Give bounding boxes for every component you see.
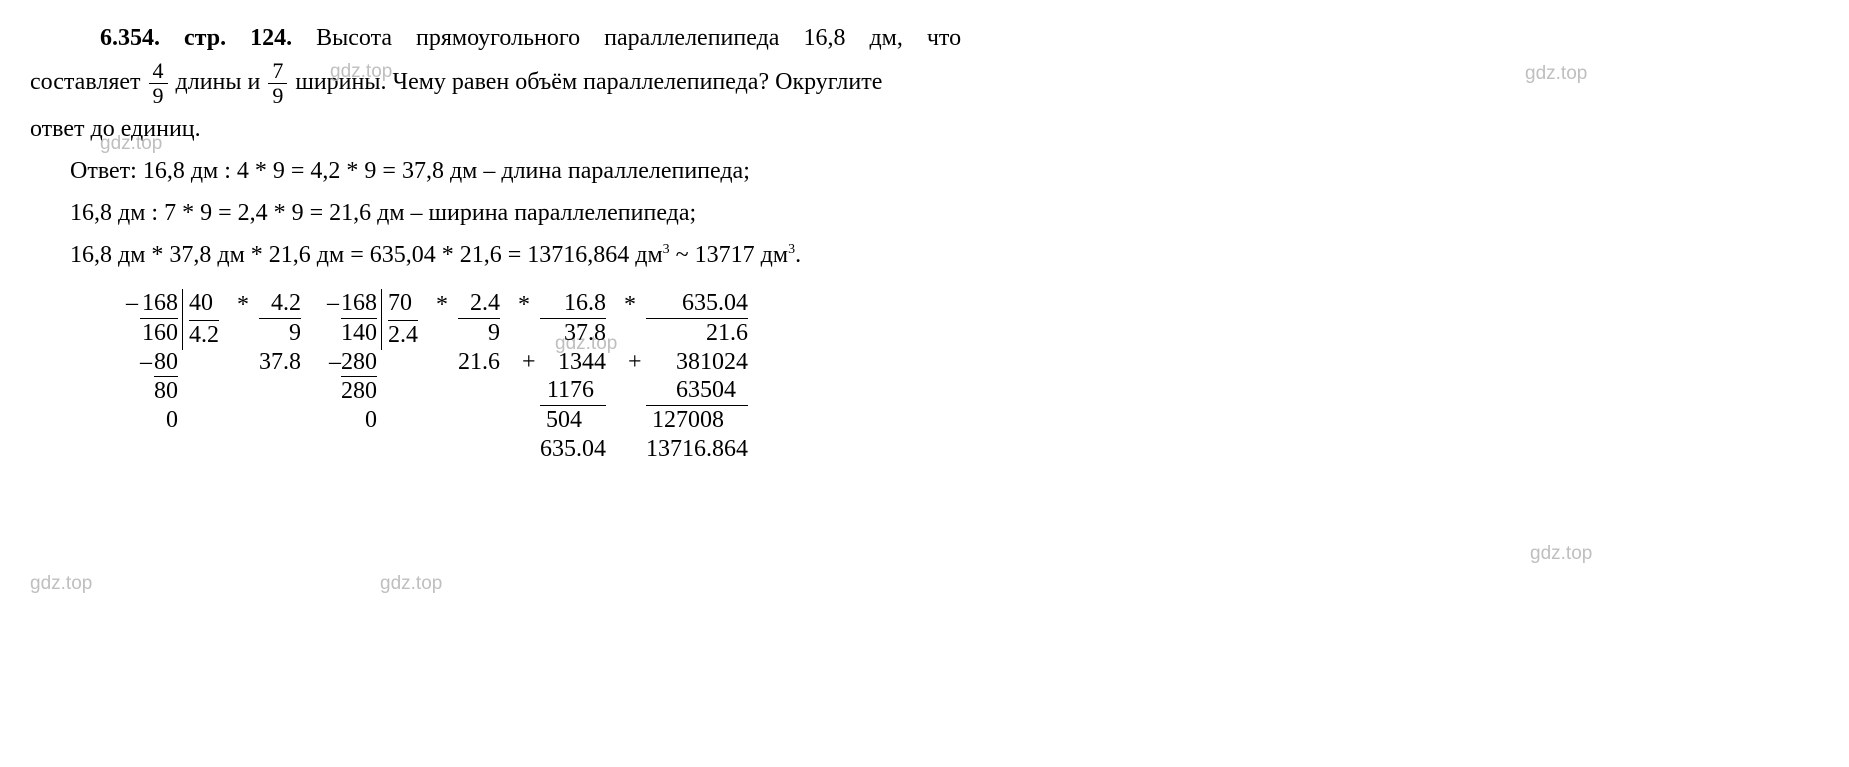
text: что <box>927 25 961 51</box>
answer-line-1: Ответ: 16,8 дм : 4 * 9 = 4,2 * 9 = 37,8 … <box>70 153 1819 189</box>
text: дм, <box>869 25 902 51</box>
mult-4.2-9: * 4.2 9 37.8 <box>259 289 301 376</box>
text: длины и <box>176 69 261 95</box>
mult-16.8-37.8: * 16.8 37.8 + 1344 1176 504 635.04 <box>540 289 606 464</box>
calculations-row: –168 160 –80 80 0 40 4.2 * 4.2 9 37.8 –1… <box>110 289 1819 464</box>
page-ref: стр. <box>184 25 226 51</box>
text: ширины. Чему равен объём параллелепипеда… <box>295 69 882 95</box>
text: параллелепипеда <box>604 25 779 51</box>
answer-line-2: 16,8 дм : 7 * 9 = 2,4 * 9 = 21,6 дм – ши… <box>70 195 1819 231</box>
text: 16,8 <box>803 25 845 51</box>
fraction-4-9: 4 9 <box>149 60 168 107</box>
watermark: gdz.top <box>1530 540 1592 569</box>
page-num: 124. <box>250 25 292 51</box>
longdiv-168-40: –168 160 –80 80 0 40 4.2 <box>140 289 219 435</box>
watermark: gdz.top <box>30 570 92 599</box>
watermark: gdz.top <box>380 570 442 599</box>
problem-line-1: 6.354. стр. 124. Высота прямоугольного п… <box>30 20 1819 56</box>
mult-2.4-9: * 2.4 9 21.6 <box>458 289 500 376</box>
text: Высота <box>316 25 392 51</box>
answer-line-3: 16,8 дм * 37,8 дм * 21,6 дм = 635,04 * 2… <box>70 237 1819 273</box>
fraction-7-9: 7 9 <box>268 60 287 107</box>
longdiv-168-70: –168 140 –280 280 0 70 2.4 <box>341 289 418 435</box>
problem-number: 6.354. <box>100 25 160 51</box>
problem-line-2: составляет 4 9 длины и 7 9 ширины. Чему … <box>30 60 1819 107</box>
text: прямоугольного <box>416 25 580 51</box>
text: составляет <box>30 69 141 95</box>
problem-line-3: ответ до единиц. <box>30 111 1819 147</box>
mult-635.04-21.6: * 635.04 21.6 + 381024 63504 127008 1371… <box>646 289 748 464</box>
